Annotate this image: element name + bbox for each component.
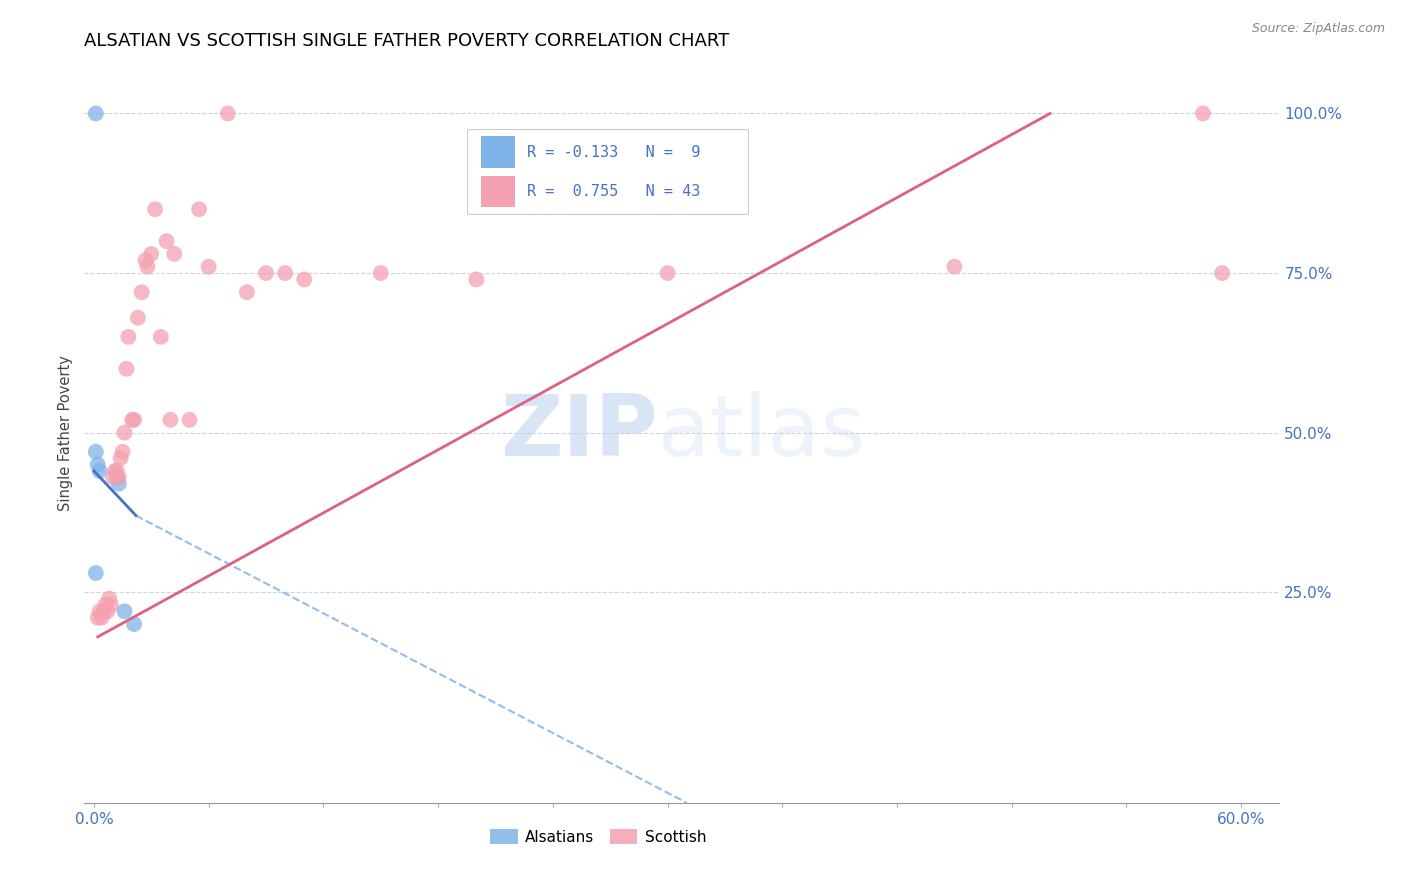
- Point: [111, 444, 134, 458]
- Legend: Alsatians, Scottish: Alsatians, Scottish: [484, 823, 713, 851]
- Text: Source: ZipAtlas.com: Source: ZipAtlas.com: [1251, 22, 1385, 36]
- Point: [114, 425, 136, 440]
- Point: [127, 310, 149, 325]
- Point: [1192, 106, 1215, 120]
- Point: [197, 260, 219, 274]
- Point: [179, 413, 201, 427]
- Point: [292, 272, 315, 286]
- Point: [107, 476, 129, 491]
- Point: [105, 464, 128, 478]
- Point: [107, 470, 129, 484]
- Point: [104, 464, 127, 478]
- Point: [274, 266, 297, 280]
- Text: ZIP: ZIP: [501, 391, 658, 475]
- Point: [114, 604, 136, 618]
- Text: R =  0.755   N = 43: R = 0.755 N = 43: [527, 184, 700, 199]
- Point: [141, 247, 163, 261]
- Point: [370, 266, 392, 280]
- Point: [121, 413, 143, 427]
- Point: [98, 591, 121, 606]
- Point: [657, 266, 679, 280]
- Point: [90, 611, 112, 625]
- Point: [87, 458, 110, 472]
- Point: [122, 413, 145, 427]
- Point: [943, 260, 966, 274]
- Point: [217, 106, 239, 120]
- Point: [188, 202, 211, 217]
- FancyBboxPatch shape: [467, 129, 748, 214]
- Point: [465, 272, 488, 286]
- Point: [96, 604, 118, 618]
- Point: [143, 202, 166, 217]
- Point: [84, 106, 107, 120]
- Point: [122, 617, 145, 632]
- Point: [155, 234, 177, 248]
- Point: [135, 253, 157, 268]
- Text: atlas: atlas: [658, 391, 866, 475]
- FancyBboxPatch shape: [481, 176, 515, 207]
- Point: [1211, 266, 1233, 280]
- Point: [89, 604, 111, 618]
- Point: [149, 330, 172, 344]
- Point: [84, 444, 107, 458]
- Point: [254, 266, 277, 280]
- Point: [159, 413, 181, 427]
- Point: [105, 470, 128, 484]
- FancyBboxPatch shape: [481, 136, 515, 168]
- Point: [115, 361, 138, 376]
- Point: [110, 451, 132, 466]
- Text: R = -0.133   N =  9: R = -0.133 N = 9: [527, 145, 700, 160]
- Point: [87, 611, 110, 625]
- Y-axis label: Single Father Poverty: Single Father Poverty: [58, 355, 73, 510]
- Point: [93, 604, 115, 618]
- Point: [84, 566, 107, 580]
- Point: [100, 598, 122, 612]
- Point: [117, 330, 139, 344]
- Point: [163, 247, 186, 261]
- Point: [94, 598, 117, 612]
- Point: [89, 464, 111, 478]
- Text: ALSATIAN VS SCOTTISH SINGLE FATHER POVERTY CORRELATION CHART: ALSATIAN VS SCOTTISH SINGLE FATHER POVER…: [84, 32, 730, 50]
- Point: [101, 470, 124, 484]
- Point: [136, 260, 159, 274]
- Point: [131, 285, 153, 300]
- Point: [236, 285, 259, 300]
